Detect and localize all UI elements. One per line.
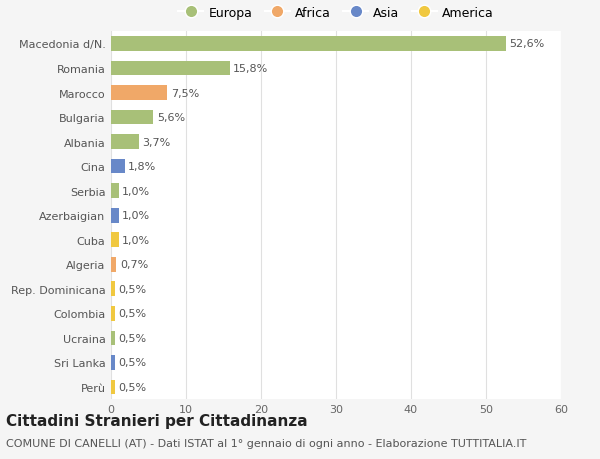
- Legend: Europa, Africa, Asia, America: Europa, Africa, Asia, America: [176, 4, 496, 22]
- Text: 7,5%: 7,5%: [171, 88, 199, 98]
- Text: 5,6%: 5,6%: [157, 113, 185, 123]
- Bar: [111, 135, 139, 150]
- Bar: [111, 62, 229, 76]
- Text: 1,0%: 1,0%: [122, 211, 151, 221]
- Bar: [111, 233, 119, 247]
- Text: 0,7%: 0,7%: [120, 260, 148, 270]
- Bar: [111, 380, 115, 394]
- Bar: [111, 257, 116, 272]
- Text: Cittadini Stranieri per Cittadinanza: Cittadini Stranieri per Cittadinanza: [6, 413, 308, 428]
- Text: 0,5%: 0,5%: [119, 333, 146, 343]
- Bar: [111, 184, 119, 199]
- Bar: [111, 331, 115, 346]
- Bar: [111, 355, 115, 370]
- Text: 0,5%: 0,5%: [119, 382, 146, 392]
- Bar: [111, 282, 115, 297]
- Bar: [111, 306, 115, 321]
- Text: 1,0%: 1,0%: [122, 186, 151, 196]
- Text: 0,5%: 0,5%: [119, 358, 146, 368]
- Text: 3,7%: 3,7%: [143, 137, 171, 147]
- Bar: [111, 159, 125, 174]
- Bar: [111, 37, 505, 52]
- Text: 0,5%: 0,5%: [119, 284, 146, 294]
- Text: COMUNE DI CANELLI (AT) - Dati ISTAT al 1° gennaio di ogni anno - Elaborazione TU: COMUNE DI CANELLI (AT) - Dati ISTAT al 1…: [6, 438, 526, 448]
- Bar: [111, 208, 119, 223]
- Text: 52,6%: 52,6%: [509, 39, 545, 50]
- Bar: [111, 111, 153, 125]
- Text: 15,8%: 15,8%: [233, 64, 269, 74]
- Bar: [111, 86, 167, 101]
- Text: 1,8%: 1,8%: [128, 162, 157, 172]
- Text: 0,5%: 0,5%: [119, 308, 146, 319]
- Text: 1,0%: 1,0%: [122, 235, 151, 245]
